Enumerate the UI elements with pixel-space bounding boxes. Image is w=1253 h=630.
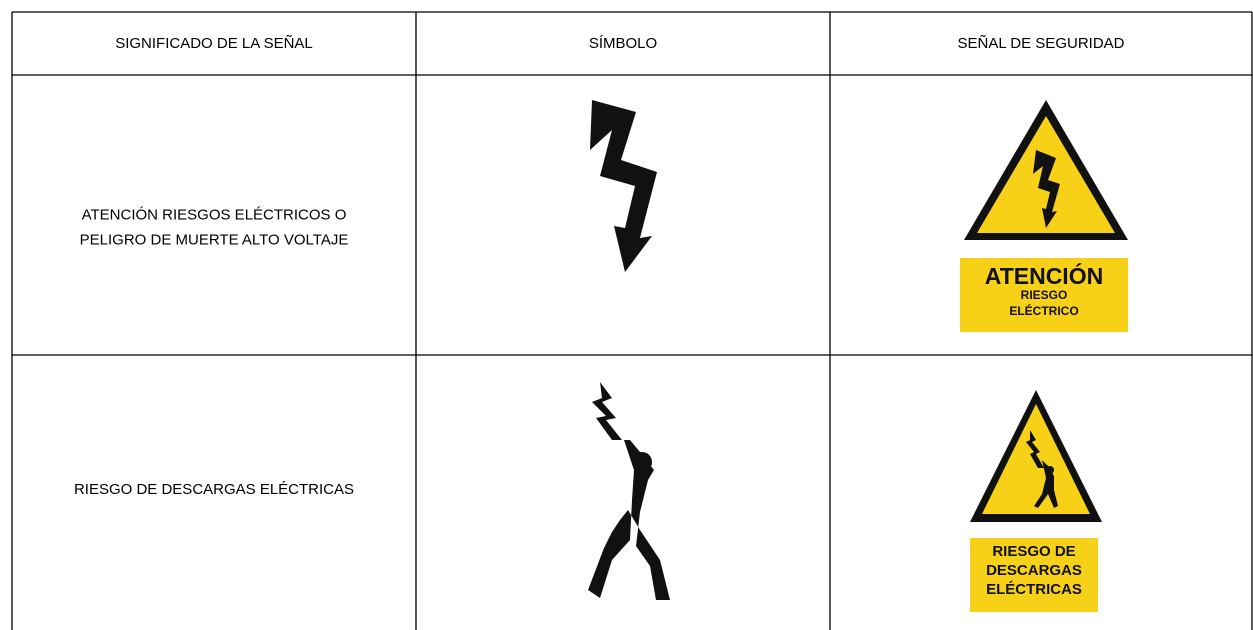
sign-text: ELÉCTRICAS: [986, 581, 1082, 598]
sign-text: DESCARGAS: [986, 562, 1082, 579]
header-cell: SIGNIFICADO DE LA SEÑAL: [115, 35, 313, 52]
meaning-text: PELIGRO DE MUERTE ALTO VOLTAJE: [80, 231, 349, 248]
header-cell: SÍMBOLO: [589, 35, 657, 52]
electric-risk-sign: [960, 100, 1128, 332]
sign-title: ATENCIÓN: [985, 262, 1103, 289]
sign-text: RIESGO: [1021, 288, 1068, 302]
meaning-text: RIESGO DE DESCARGAS ELÉCTRICAS: [74, 481, 354, 498]
shock-risk-sign: [970, 390, 1102, 612]
shock-symbol: [588, 382, 670, 600]
lightning-symbol: [590, 100, 657, 272]
header-cell: SEÑAL DE SEGURIDAD: [958, 35, 1125, 52]
sign-text: RIESGO DE: [992, 543, 1075, 560]
meaning-text: ATENCIÓN RIESGOS ELÉCTRICOS O: [82, 206, 347, 223]
sign-text: ELÉCTRICO: [1009, 303, 1078, 318]
table-borders: [11, 11, 1253, 630]
